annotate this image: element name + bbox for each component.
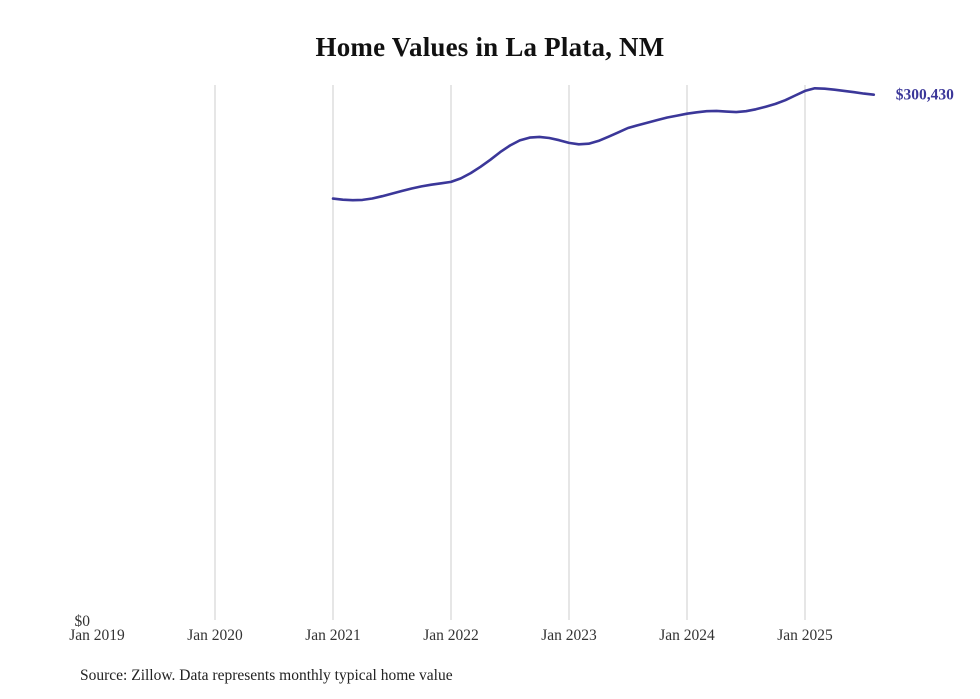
home-value-line xyxy=(331,87,876,202)
gridlines xyxy=(214,85,806,620)
x-tick-label: Jan 2025 xyxy=(777,627,833,644)
x-tick-label: Jan 2020 xyxy=(187,627,243,644)
x-axis-tick-labels: Jan 2019 Jan 2020 Jan 2021 Jan 2022 Jan 2023… xyxy=(69,627,833,644)
source-note: Source: Zillow. Data represents monthly … xyxy=(80,667,453,684)
x-tick-label: Jan 2021 xyxy=(305,627,361,644)
y-axis-zero-label: $0 xyxy=(75,613,91,630)
x-tick-label: Jan 2019 xyxy=(69,627,125,644)
x-tick-label: Jan 2024 xyxy=(659,627,715,644)
x-tick-label: Jan 2023 xyxy=(541,627,597,644)
latest-value-label: $300,430 xyxy=(896,87,954,104)
x-tick-label: Jan 2022 xyxy=(423,627,479,644)
chart-title: Home Values in La Plata, NM xyxy=(315,32,665,62)
